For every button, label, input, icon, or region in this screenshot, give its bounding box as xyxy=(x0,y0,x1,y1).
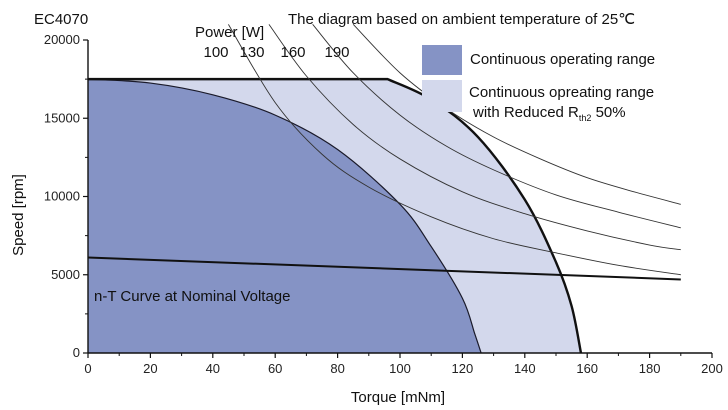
power-value-130: 130 xyxy=(239,44,264,61)
plot-area: 100 130 160 190 xyxy=(87,24,681,354)
legend-label-reduced-pct: 50% xyxy=(591,104,625,121)
legend-swatch-continuous xyxy=(422,45,462,75)
x-tick-label-200: 200 xyxy=(701,361,723,376)
power-curve-100 xyxy=(228,24,681,276)
boundary-continuous xyxy=(87,78,482,354)
x-tick-label-60: 60 xyxy=(268,361,282,376)
legend: Continuous operating range Continuous op… xyxy=(422,45,655,123)
y-tick-label-20000: 20000 xyxy=(44,32,80,47)
x-tick-label-80: 80 xyxy=(330,361,344,376)
x-tick-label-0: 0 xyxy=(84,361,91,376)
x-tick-label-140: 140 xyxy=(514,361,536,376)
y-tick-label-5000: 5000 xyxy=(51,267,80,282)
power-curve-160 xyxy=(312,24,681,229)
nt-curve-label: n-T Curve at Nominal Voltage xyxy=(94,288,291,305)
y-axis-title: Speed [rpm] xyxy=(10,174,27,256)
x-axis-title: Torque [mNm] xyxy=(351,389,445,406)
legend-swatch-reduced xyxy=(422,80,462,112)
nt-curve-line xyxy=(87,256,681,281)
power-value-100: 100 xyxy=(203,44,228,61)
legend-label-reduced-r: with Reduced R xyxy=(472,104,579,121)
legend-label-continuous: Continuous operating range xyxy=(470,51,655,68)
y-tick-label-15000: 15000 xyxy=(44,110,80,125)
chart-subtitle: The diagram based on ambient temperature… xyxy=(288,11,635,28)
legend-label-reduced-line1: Continuous opreating range xyxy=(469,84,654,101)
x-tick-label-20: 20 xyxy=(143,361,157,376)
y-tick-label-0: 0 xyxy=(73,345,80,360)
legend-label-reduced-line2: with Reduced Rth2 50% xyxy=(472,104,626,123)
axis-frame: 0 20 40 60 80 100 120 140 160 180 200 0 5000 10000 150… xyxy=(44,32,723,376)
x-tick-label-120: 120 xyxy=(452,361,474,376)
chart-title: EC4070 xyxy=(34,11,88,28)
y-tick-label-10000: 10000 xyxy=(44,189,80,204)
power-curve-190 xyxy=(352,24,681,205)
legend-label-reduced-sub: th2 xyxy=(579,113,592,123)
x-tick-label-100: 100 xyxy=(389,361,411,376)
x-tick-label-180: 180 xyxy=(639,361,661,376)
x-tick-label-40: 40 xyxy=(206,361,220,376)
power-curve-130 xyxy=(268,24,681,251)
power-label: Power [W] xyxy=(195,24,264,41)
power-value-190: 190 xyxy=(324,44,349,61)
power-value-160: 160 xyxy=(280,44,305,61)
x-tick-label-160: 160 xyxy=(576,361,598,376)
area-continuous xyxy=(88,79,482,353)
